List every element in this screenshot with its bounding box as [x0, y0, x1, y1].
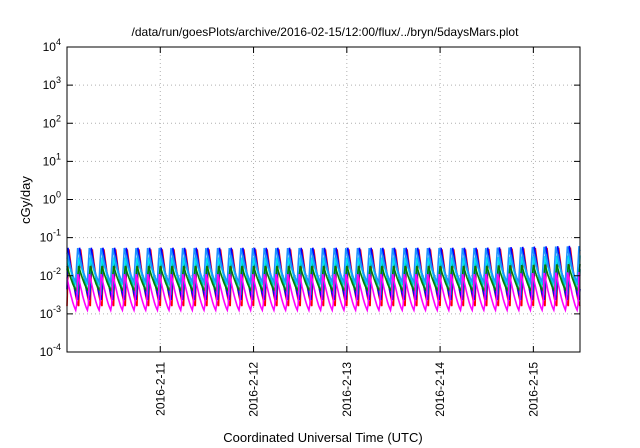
y-tick-label: 101 — [43, 151, 61, 168]
series-group — [66, 245, 581, 313]
y-tick-label: 10-4 — [40, 342, 61, 359]
x-axis-title: Coordinated Universal Time (UTC) — [223, 430, 422, 445]
y-tick-label: 103 — [43, 75, 61, 92]
y-axis-ticks: 104 103 102 101 100 10-1 10-2 10-3 10-4 — [40, 37, 580, 359]
x-tick-label: 2016-2-12 — [247, 362, 261, 417]
series-line — [66, 271, 581, 313]
series-line — [66, 246, 581, 285]
y-tick-label: 10-2 — [40, 266, 61, 283]
x-tick-label: 2016-2-13 — [340, 362, 354, 417]
y-tick-label: 10-1 — [40, 228, 61, 245]
y-tick-label: 10-3 — [40, 304, 61, 321]
y-tick-label: 102 — [43, 113, 61, 130]
x-tick-label: 2016-2-14 — [433, 362, 447, 417]
series-line — [66, 263, 581, 293]
chart-title: /data/run/goesPlots/archive/2016-02-15/1… — [132, 25, 520, 39]
y-tick-label: 100 — [43, 190, 61, 207]
x-tick-label: 2016-2-15 — [526, 362, 540, 417]
y-axis-title: cGy/day — [18, 176, 33, 224]
y-tick-label: 104 — [43, 37, 61, 54]
x-tick-label: 2016-2-11 — [153, 362, 167, 416]
x-axis-ticks: 2016-2-11 2016-2-12 2016-2-13 2016-2-14 2016… — [153, 47, 540, 417]
